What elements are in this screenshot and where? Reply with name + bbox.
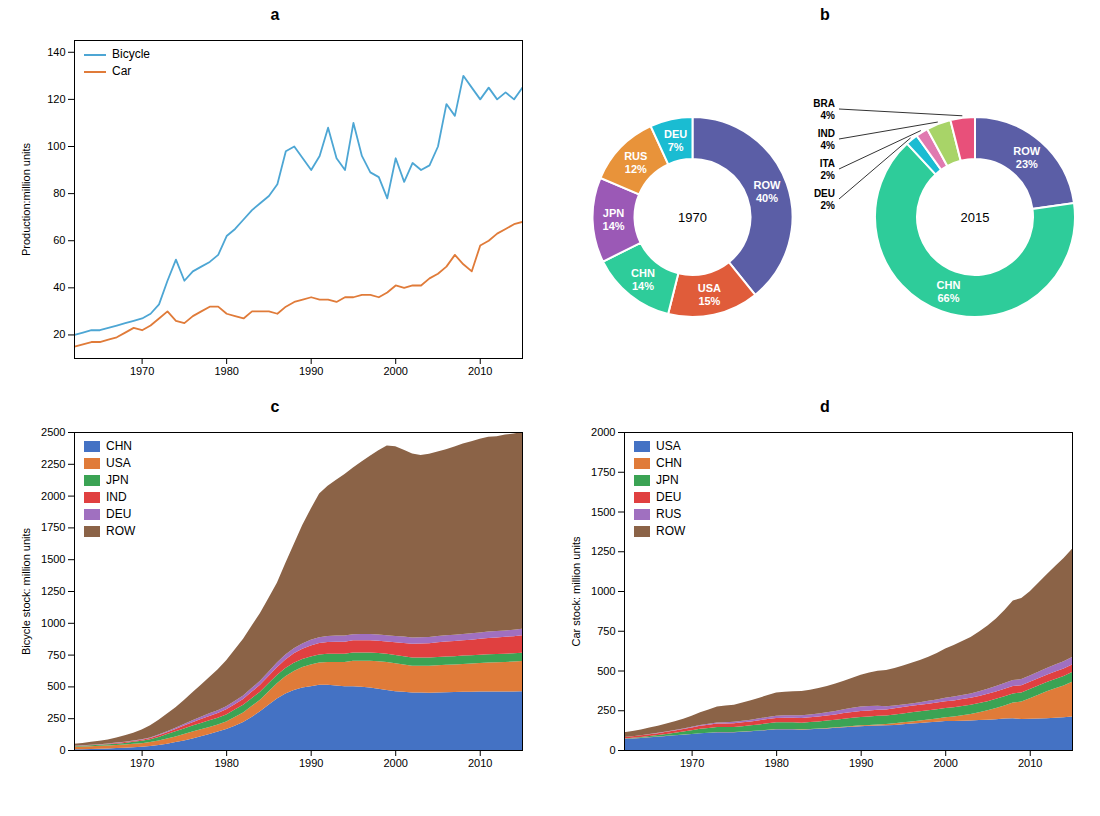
html-text:ROW: ROW bbox=[656, 524, 686, 538]
svg-text:CHN14%: CHN14% bbox=[631, 267, 655, 292]
html-text:b: b bbox=[820, 6, 830, 23]
svg-text:1970: 1970 bbox=[130, 757, 154, 769]
svg-text:20: 20 bbox=[53, 328, 65, 340]
svg-text:80: 80 bbox=[53, 187, 65, 199]
html-text:USA: USA bbox=[106, 456, 131, 470]
html-text:IND: IND bbox=[106, 490, 127, 504]
html-text:CHN: CHN bbox=[656, 456, 682, 470]
svg-text:1000: 1000 bbox=[591, 585, 615, 597]
svg-text:Production:million units: Production:million units bbox=[20, 142, 32, 256]
html-text:d: d bbox=[820, 398, 830, 415]
svg-text:2000: 2000 bbox=[933, 757, 957, 769]
svg-text:2000: 2000 bbox=[383, 757, 407, 769]
svg-text:1000: 1000 bbox=[41, 617, 65, 629]
html-text:c: c bbox=[270, 398, 280, 415]
svg-text:60: 60 bbox=[53, 234, 65, 246]
svg-text:2010: 2010 bbox=[468, 365, 492, 377]
html-text:ROW: ROW bbox=[106, 524, 136, 538]
svg-text:2000: 2000 bbox=[41, 490, 65, 502]
svg-text:1250: 1250 bbox=[591, 545, 615, 557]
svg-text:100: 100 bbox=[47, 140, 65, 152]
svg-text:ROW40%: ROW40% bbox=[754, 179, 782, 204]
svg-text:1970: 1970 bbox=[130, 365, 154, 377]
svg-text:BRA4%: BRA4% bbox=[813, 98, 835, 121]
svg-text:120: 120 bbox=[47, 93, 65, 105]
svg-text:2000: 2000 bbox=[591, 426, 615, 438]
html-text:USA: USA bbox=[656, 439, 681, 453]
svg-text:ROW23%: ROW23% bbox=[1013, 145, 1041, 170]
svg-text:IND4%: IND4% bbox=[818, 128, 835, 151]
svg-text:2010: 2010 bbox=[468, 757, 492, 769]
svg-text:2250: 2250 bbox=[41, 458, 65, 470]
html-text:a: a bbox=[270, 6, 280, 23]
svg-text:2000: 2000 bbox=[383, 365, 407, 377]
svg-text:1980: 1980 bbox=[214, 757, 238, 769]
svg-text:2010: 2010 bbox=[1018, 757, 1042, 769]
svg-text:ITA2%: ITA2% bbox=[820, 158, 835, 181]
html-text:JPN: JPN bbox=[656, 473, 679, 487]
svg-text:USA15%: USA15% bbox=[698, 282, 721, 307]
svg-text:500: 500 bbox=[47, 680, 65, 692]
svg-text:Bicycle stock: million units: Bicycle stock: million units bbox=[20, 527, 32, 655]
html-text:Bicycle: Bicycle bbox=[112, 47, 150, 61]
svg-text:750: 750 bbox=[597, 625, 615, 637]
svg-text:DEU7%: DEU7% bbox=[664, 128, 687, 153]
svg-text:1990: 1990 bbox=[849, 757, 873, 769]
svg-text:750: 750 bbox=[47, 649, 65, 661]
svg-text:500: 500 bbox=[597, 665, 615, 677]
svg-text:2500: 2500 bbox=[41, 426, 65, 438]
svg-text:40: 40 bbox=[53, 281, 65, 293]
html-text:JPN: JPN bbox=[106, 473, 129, 487]
svg-text:1750: 1750 bbox=[41, 521, 65, 533]
svg-text:JPN14%: JPN14% bbox=[603, 207, 625, 232]
svg-text:1980: 1980 bbox=[214, 365, 238, 377]
svg-text:140: 140 bbox=[47, 46, 65, 58]
svg-text:250: 250 bbox=[597, 704, 615, 716]
svg-text:250: 250 bbox=[47, 712, 65, 724]
html-text:DEU: DEU bbox=[106, 507, 132, 521]
svg-text:1970: 1970 bbox=[678, 210, 707, 225]
html-text:CHN: CHN bbox=[106, 439, 132, 453]
svg-text:0: 0 bbox=[59, 744, 65, 756]
svg-text:0: 0 bbox=[609, 744, 615, 756]
svg-text:1990: 1990 bbox=[299, 757, 323, 769]
svg-text:Car stock: million units: Car stock: million units bbox=[570, 536, 582, 647]
svg-text:CHN66%: CHN66% bbox=[937, 279, 961, 304]
svg-text:2015: 2015 bbox=[961, 210, 990, 225]
svg-text:DEU2%: DEU2% bbox=[814, 188, 835, 211]
svg-text:1500: 1500 bbox=[591, 506, 615, 518]
svg-text:1970: 1970 bbox=[680, 757, 704, 769]
svg-text:1990: 1990 bbox=[299, 365, 323, 377]
svg-text:1500: 1500 bbox=[41, 553, 65, 565]
html-text:Car: Car bbox=[112, 64, 132, 78]
svg-text:1250: 1250 bbox=[41, 585, 65, 597]
svg-text:RUS12%: RUS12% bbox=[624, 150, 647, 175]
html-text:RUS: RUS bbox=[656, 507, 682, 521]
html-text:DEU: DEU bbox=[656, 490, 682, 504]
svg-text:1750: 1750 bbox=[591, 466, 615, 478]
svg-text:1980: 1980 bbox=[764, 757, 788, 769]
